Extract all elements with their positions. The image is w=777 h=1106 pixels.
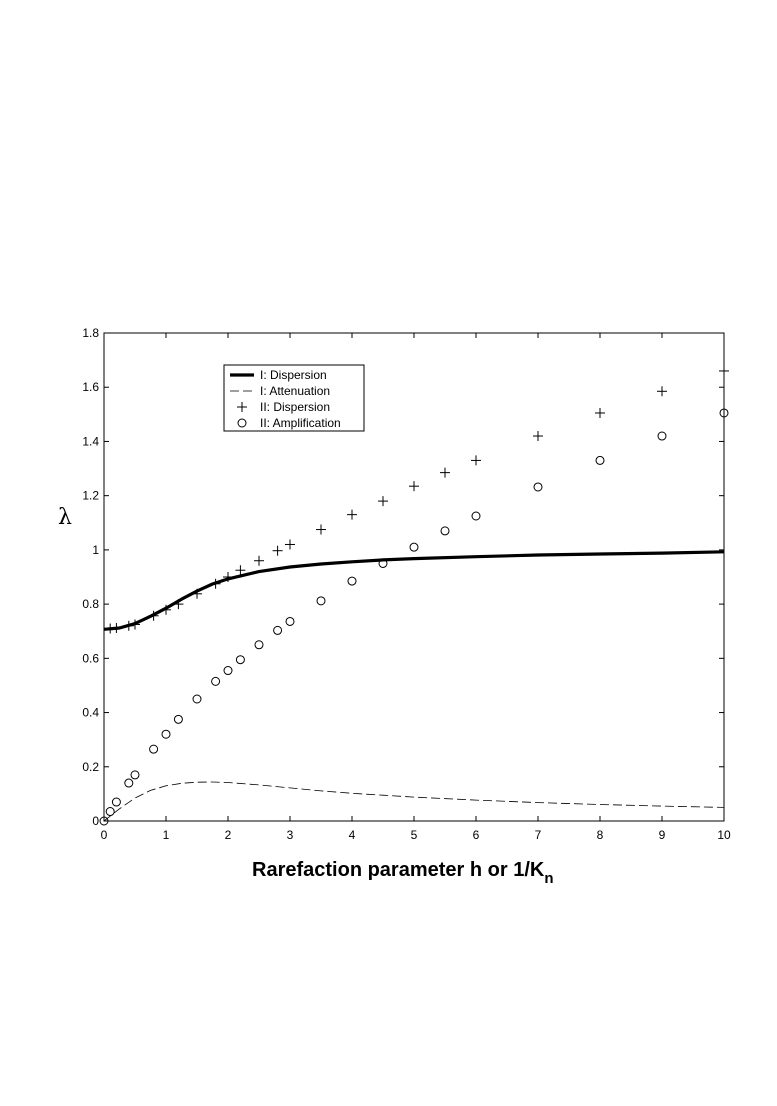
- x-tick-label: 4: [349, 828, 356, 842]
- point-ii-dispersion: [192, 588, 202, 599]
- legend-item-i-attenuation: I: Attenuation: [230, 384, 330, 398]
- series-i-attenuation: [103, 781, 725, 822]
- y-tick-label: 1.6: [82, 380, 99, 394]
- y-tick-label: 1.4: [82, 434, 99, 448]
- point-ii-amplification: [211, 676, 221, 686]
- point-ii-dispersion: [533, 431, 543, 442]
- y-tick-label: 0.8: [82, 597, 99, 611]
- x-tick-label: 0: [101, 828, 108, 842]
- point-ii-dispersion: [378, 496, 388, 507]
- point-ii-dispersion: [148, 610, 159, 621]
- y-tick-label: 0.2: [82, 760, 99, 774]
- point-ii-amplification: [595, 455, 605, 465]
- series-i-dispersion: [103, 550, 725, 631]
- point-ii-amplification: [347, 576, 357, 586]
- tick-labels: 0 1 2 3 4 5 6 7 8 9 10 0 0.2 0.4 0.6 0.8 1 1.2 1.4 1.6 1.8: [82, 326, 731, 842]
- point-ii-amplification: [235, 655, 245, 665]
- legend-item-ii-amplification: II: Amplification: [237, 416, 341, 430]
- point-ii-dispersion: [272, 545, 283, 556]
- point-ii-dispersion: [316, 524, 326, 535]
- point-ii-amplification: [173, 714, 183, 724]
- point-ii-dispersion: [223, 572, 233, 582]
- series-line-i-dispersion: [103, 550, 725, 631]
- point-ii-dispersion: [235, 565, 246, 576]
- point-ii-dispersion: [409, 481, 419, 492]
- point-ii-amplification: [657, 431, 667, 441]
- legend-label-ii-amplification: II: Amplification: [260, 416, 341, 430]
- y-tick-label: 0: [92, 814, 99, 828]
- legend-swatch-ii-dispersion: [237, 402, 247, 412]
- point-ii-amplification: [124, 778, 134, 788]
- x-tick-label: 8: [597, 828, 604, 842]
- series-layer: [99, 365, 729, 826]
- point-ii-dispersion: [123, 620, 134, 631]
- point-ii-amplification: [99, 816, 109, 826]
- point-ii-dispersion: [161, 604, 171, 615]
- series-ii-dispersion: [105, 365, 729, 634]
- series-ii-amplification: [99, 408, 729, 826]
- y-tick-label: 1.2: [82, 489, 99, 503]
- point-ii-amplification: [130, 770, 140, 780]
- x-axis-label: Rarefaction parameter h or 1/Kn: [252, 859, 554, 887]
- point-ii-dispersion: [111, 622, 122, 633]
- y-tick-label: 1.8: [82, 326, 99, 340]
- point-ii-amplification: [533, 482, 543, 492]
- point-ii-amplification: [161, 729, 171, 739]
- point-ii-dispersion: [105, 623, 116, 634]
- x-tick-label: 10: [717, 828, 731, 842]
- point-ii-dispersion: [347, 509, 357, 520]
- point-ii-dispersion: [719, 365, 729, 376]
- x-tick-label: 6: [473, 828, 480, 842]
- point-ii-dispersion: [254, 555, 264, 566]
- point-ii-amplification: [719, 408, 729, 418]
- point-ii-dispersion: [440, 467, 450, 478]
- point-ii-amplification: [471, 511, 481, 521]
- point-ii-amplification: [105, 807, 115, 817]
- series-line-i-attenuation: [103, 781, 725, 822]
- plot-area: 0 1 2 3 4 5 6 7 8 9 10 0 0.2 0.4 0.6 0.8 1 1.2 1.4 1.6 1.8: [82, 326, 731, 842]
- point-ii-amplification: [223, 666, 233, 676]
- x-axis-label-subscript: n: [544, 870, 553, 887]
- point-ii-dispersion: [210, 578, 221, 589]
- legend-label-ii-dispersion: II: Dispersion: [260, 400, 330, 414]
- x-tick-label: 5: [411, 828, 418, 842]
- point-ii-amplification: [273, 625, 283, 635]
- x-tick-label: 7: [535, 828, 542, 842]
- y-tick-label: 0.6: [82, 651, 99, 665]
- point-ii-amplification: [440, 526, 450, 536]
- point-ii-amplification: [192, 694, 202, 704]
- point-ii-dispersion: [173, 599, 184, 610]
- legend: I: Dispersion I: Attenuation II: Dispersio…: [223, 364, 365, 432]
- legend-item-i-dispersion: I: Dispersion: [230, 368, 327, 382]
- axis-ticks: [103, 332, 725, 822]
- point-ii-amplification: [409, 542, 419, 552]
- point-ii-amplification: [149, 744, 159, 754]
- point-ii-dispersion: [471, 455, 481, 466]
- point-ii-dispersion: [285, 539, 295, 550]
- legend-label-i-dispersion: I: Dispersion: [260, 368, 327, 382]
- point-ii-amplification: [254, 640, 264, 650]
- x-tick-label: 9: [659, 828, 666, 842]
- y-tick-label: 1: [92, 543, 99, 557]
- x-tick-label: 3: [287, 828, 294, 842]
- point-ii-dispersion: [595, 407, 605, 418]
- plot-frame: [103, 332, 725, 822]
- y-tick-label: 0.4: [82, 706, 99, 720]
- point-ii-amplification: [316, 596, 326, 606]
- point-ii-amplification: [111, 797, 121, 807]
- legend-swatch-ii-amplification: [237, 418, 247, 428]
- legend-label-i-attenuation: I: Attenuation: [260, 384, 330, 398]
- y-axis-label: λ: [58, 505, 72, 530]
- point-ii-dispersion: [657, 386, 667, 397]
- point-ii-amplification: [378, 558, 388, 568]
- point-ii-amplification: [285, 616, 295, 626]
- point-ii-dispersion: [130, 619, 140, 630]
- x-tick-label: 1: [163, 828, 170, 842]
- x-axis-label-main: Rarefaction parameter h or 1/K: [252, 859, 545, 881]
- legend-item-ii-dispersion: II: Dispersion: [237, 400, 330, 414]
- x-tick-label: 2: [225, 828, 232, 842]
